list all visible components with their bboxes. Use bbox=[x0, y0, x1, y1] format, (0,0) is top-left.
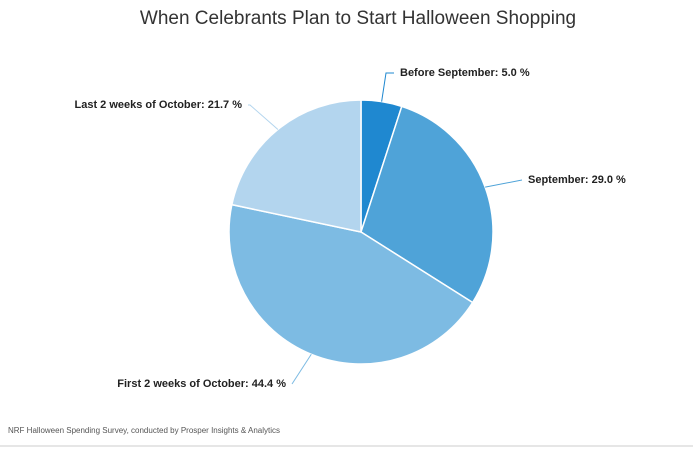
connector bbox=[485, 179, 523, 188]
data-label: Before September: 5.0 % bbox=[400, 67, 530, 79]
data-label: September: 29.0 % bbox=[528, 174, 626, 186]
pie-slice bbox=[228, 203, 474, 365]
chart-title: When Celebrants Plan to Start Halloween … bbox=[140, 8, 576, 29]
connector bbox=[291, 354, 312, 385]
data-label: Last 2 weeks of October: 21.7 % bbox=[74, 99, 242, 111]
pie-slice bbox=[230, 99, 362, 233]
data-label: First 2 weeks of October: 44.4 % bbox=[117, 378, 286, 390]
connector bbox=[381, 72, 394, 102]
pie-slice bbox=[360, 105, 494, 304]
connector bbox=[248, 104, 279, 130]
source-note: NRF Halloween Spending Survey, conducted… bbox=[8, 426, 280, 435]
